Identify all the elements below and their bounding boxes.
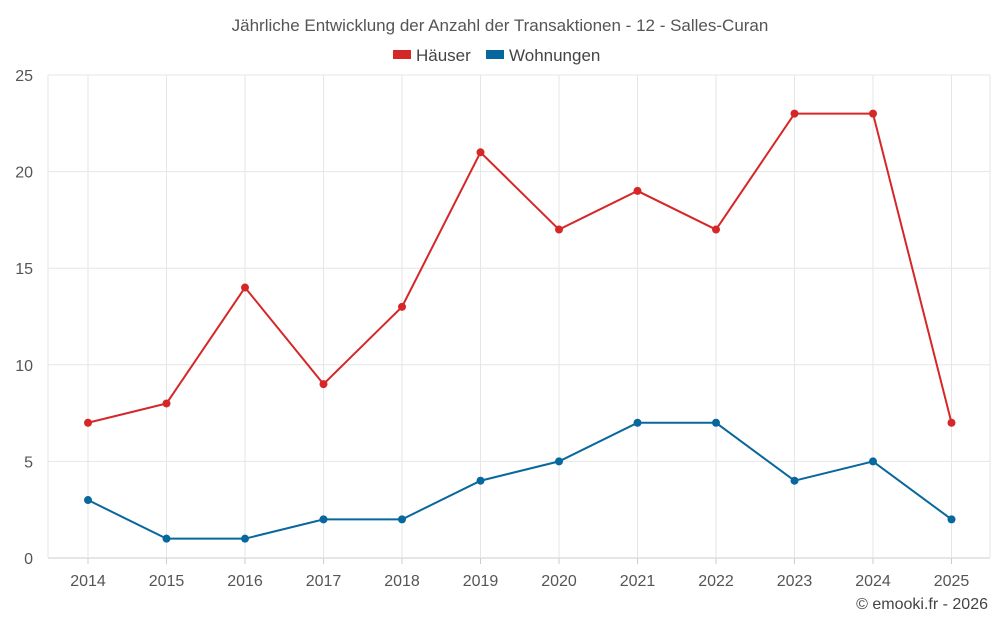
data-point[interactable] — [712, 418, 720, 427]
data-point[interactable] — [319, 515, 328, 524]
x-tick-label: 2023 — [777, 573, 813, 590]
data-point[interactable] — [555, 225, 563, 234]
x-tick-label: 2017 — [306, 573, 342, 590]
x-tick-label: 2015 — [149, 573, 185, 590]
data-point[interactable] — [633, 186, 642, 195]
data-point[interactable] — [633, 418, 642, 427]
x-tick-label: 2021 — [620, 573, 656, 590]
y-tick-label: 25 — [15, 68, 33, 85]
y-tick-label: 15 — [15, 261, 33, 278]
data-point[interactable] — [241, 283, 249, 292]
y-tick-label: 10 — [15, 358, 33, 375]
data-point[interactable] — [162, 534, 171, 543]
data-point[interactable] — [869, 109, 877, 118]
data-point[interactable] — [476, 476, 485, 485]
data-point[interactable] — [790, 476, 799, 485]
data-point[interactable] — [947, 515, 956, 524]
data-point[interactable] — [84, 418, 92, 427]
series-wohnungen — [84, 418, 956, 543]
series-haeuser — [84, 109, 956, 427]
series-line — [87, 112, 953, 424]
y-tick-label: 5 — [24, 454, 33, 471]
x-tick-label: 2018 — [384, 573, 420, 590]
data-point[interactable] — [162, 399, 171, 408]
x-tick-label: 2014 — [70, 573, 106, 590]
data-point[interactable] — [947, 418, 956, 427]
x-tick-label: 2016 — [227, 573, 263, 590]
data-point[interactable] — [476, 148, 485, 157]
legend-label[interactable]: Häuser — [416, 46, 471, 65]
legend-swatch[interactable] — [486, 50, 504, 59]
data-point[interactable] — [869, 457, 877, 466]
data-point[interactable] — [241, 534, 249, 543]
data-point[interactable] — [319, 380, 328, 389]
series-lines — [84, 109, 956, 543]
data-point[interactable] — [555, 457, 563, 466]
legend-label[interactable]: Wohnungen — [509, 46, 600, 65]
x-axis-ticks: 2014 2015 2016 2017 2018 2019 2020 2021 2022 2023… — [70, 573, 969, 590]
data-point[interactable] — [712, 225, 720, 234]
chart-title: Jährliche Entwicklung der Anzahl der Tra… — [232, 16, 769, 35]
x-tick-label: 2020 — [541, 573, 577, 590]
x-tick-label: 2019 — [463, 573, 499, 590]
y-tick-label: 0 — [24, 551, 33, 568]
legend-swatch[interactable] — [393, 50, 411, 59]
data-point[interactable] — [790, 109, 799, 118]
data-point[interactable] — [398, 515, 406, 524]
legend: Häuser Wohnungen — [393, 46, 600, 65]
x-tick-label: 2024 — [855, 573, 891, 590]
x-gridlines — [47, 75, 991, 564]
y-tick-label: 20 — [15, 165, 33, 182]
x-tick-label: 2025 — [934, 573, 970, 590]
data-point[interactable] — [398, 302, 406, 311]
data-point[interactable] — [84, 496, 92, 505]
credit-text: © emooki.fr - 2026 — [856, 596, 988, 613]
series-line — [87, 421, 953, 540]
x-tick-label: 2022 — [698, 573, 734, 590]
y-gridlines — [48, 74, 990, 559]
y-axis-ticks: 0 5 10 15 20 25 — [15, 68, 33, 568]
